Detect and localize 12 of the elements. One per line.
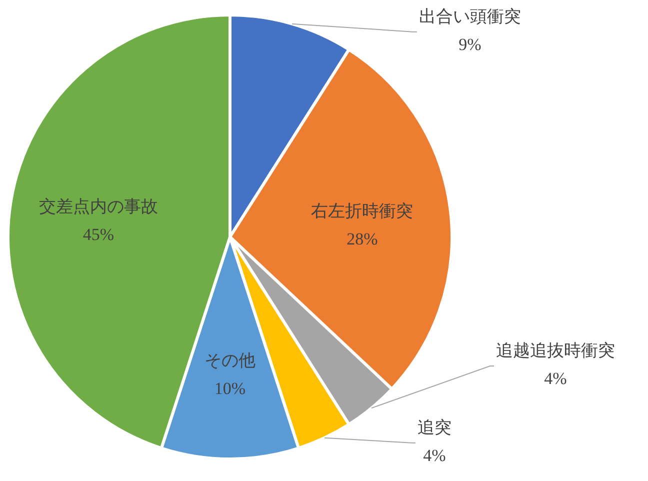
data-label: 4% (423, 446, 446, 465)
data-label: 9% (458, 34, 482, 54)
slice-label: 追越追抜時衝突 (496, 341, 616, 360)
slice-label: 追突 (418, 418, 452, 437)
data-label: 45% (82, 225, 114, 244)
slice-label: 出合い頭衝突 (418, 6, 521, 26)
slice-label: 右左折時衝突 (311, 201, 414, 220)
data-label: 28% (346, 229, 378, 248)
slice-label: その他 (204, 351, 256, 370)
data-label: 4% (544, 369, 567, 388)
data-label: 10% (214, 379, 246, 398)
slice-label: 交差点内の事故 (38, 197, 158, 216)
